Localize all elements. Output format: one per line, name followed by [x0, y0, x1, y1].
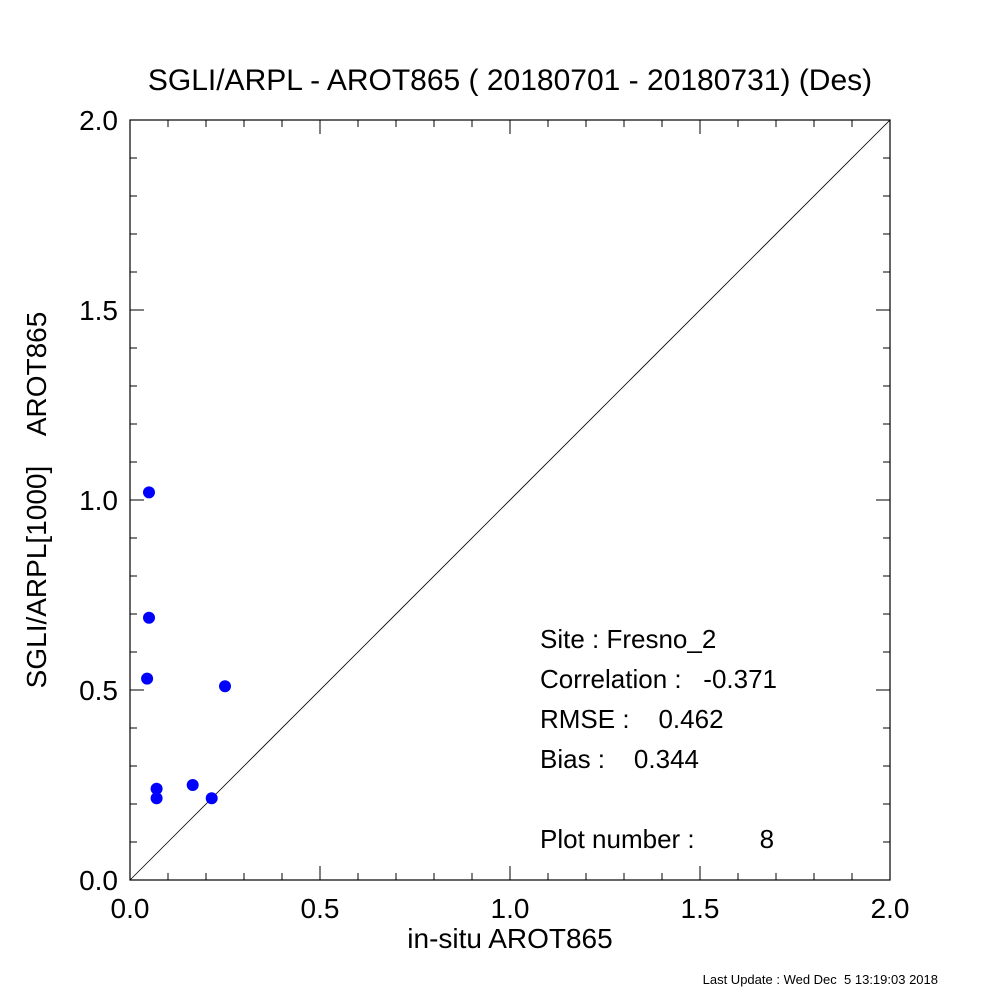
y-tick-label: 1.5: [79, 295, 118, 326]
stat-bias: Bias : 0.344: [540, 744, 699, 774]
data-point: [143, 486, 155, 499]
stat-site: Site : Fresno_2: [540, 624, 716, 654]
data-point: [141, 672, 154, 685]
data-point: [186, 779, 199, 791]
y-tick-label: 1.0: [79, 485, 118, 516]
y-tick-label: 0.5: [79, 675, 118, 706]
x-tick-labels: 0.0 0.5 1.0 1.5 2.0: [111, 893, 910, 924]
data-point: [150, 792, 163, 805]
plot-frame: [129, 119, 891, 881]
y-tick-label: 2.0: [79, 105, 118, 136]
stat-plot-number: Plot number : 8: [540, 824, 774, 854]
x-tick-label: 0.0: [111, 893, 150, 924]
x-tick-label: 1.0: [491, 893, 530, 924]
last-update-footer: Last Update : Wed Dec 5 13:19:03 2018: [703, 972, 938, 987]
data-points: [141, 486, 231, 805]
data-point: [143, 611, 155, 624]
y-tick-labels: 0.0 0.5 1.0 1.5 2.0: [79, 105, 118, 896]
chart-title: SGLI/ARPL - AROT865 ( 20180701 - 2018073…: [148, 64, 872, 97]
data-point: [150, 782, 163, 795]
data-point: [219, 680, 231, 693]
x-tick-label: 0.5: [301, 893, 340, 924]
data-point: [205, 792, 218, 805]
y-axis-label: SGLI/ARPL[1000] AROT865: [21, 312, 52, 689]
stat-rmse: RMSE : 0.462: [540, 704, 724, 734]
one-to-one-line: [129, 119, 891, 881]
x-tick-label: 1.5: [681, 893, 720, 924]
x-axis-label: in-situ AROT865: [407, 923, 612, 954]
y-tick-label: 0.0: [79, 865, 118, 896]
x-tick-label: 2.0: [871, 893, 910, 924]
stat-correlation: Correlation : -0.371: [540, 664, 777, 694]
